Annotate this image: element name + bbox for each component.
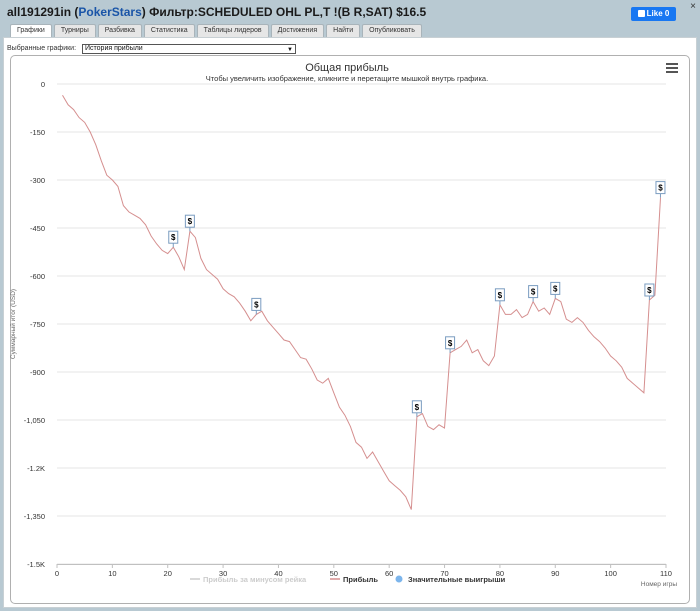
filter-text: ) Фильтр:SCHEDULED OHL PL,T !(B R,SAT) $…	[141, 5, 427, 19]
chart-title: Общая прибыль	[305, 62, 389, 74]
tab-charts[interactable]: Графики	[10, 24, 52, 37]
tab-tournaments[interactable]: Турниры	[53, 24, 96, 37]
marker-label: $	[553, 284, 558, 293]
tab-achievements[interactable]: Достижения	[270, 24, 325, 37]
y-tick-label: -150	[30, 128, 45, 137]
facebook-like-icon	[637, 10, 645, 17]
tab-breakdown[interactable]: Разбивка	[97, 24, 142, 37]
marker-label: $	[531, 288, 536, 297]
series-line-profit	[62, 94, 661, 510]
legend-label: Значительные выигрыши	[408, 575, 506, 584]
hamburger-icon[interactable]	[666, 63, 678, 73]
marker-label: $	[171, 233, 176, 242]
tab-find[interactable]: Найти	[326, 24, 361, 37]
y-tick-label: -450	[30, 224, 45, 233]
marker-label: $	[647, 286, 652, 295]
chart-grid	[57, 83, 666, 565]
dollar-flag-icon[interactable]: $	[168, 230, 179, 248]
chart-selector[interactable]: История прибыли ▼	[82, 44, 296, 54]
legend-label: Прибыль	[343, 575, 378, 584]
y-tick-label: -1.2K	[27, 464, 45, 473]
player-name: all191291in	[7, 5, 72, 19]
chart-subtitle: Чтобы увеличить изображение, кликните и …	[206, 74, 488, 83]
y-axis-ticks: 0 -150 -300 -450 -600 -750 -900 -1,050 -1.2K -1,3…	[24, 80, 45, 569]
marker-label: $	[188, 217, 193, 226]
close-icon[interactable]: ×	[690, 1, 696, 12]
x-tick-label: 20	[164, 569, 172, 578]
chart-selector-label: Выбранные графики:	[7, 45, 77, 52]
dollar-flag-icon[interactable]: $	[550, 281, 561, 299]
dollar-flag-icon[interactable]: $	[184, 214, 195, 232]
x-tick-label: 40	[274, 569, 282, 578]
title-bar: all191291in (PokerStars) Фильтр:SCHEDULE…	[0, 0, 700, 24]
x-tick-label: 60	[385, 569, 393, 578]
y-tick-label: -1,350	[24, 512, 45, 521]
legend-label: Прибыль за минусом рейка	[203, 575, 307, 584]
tab-publish[interactable]: Опубликовать	[362, 24, 422, 37]
tab-leaderboards[interactable]: Таблицы лидеров	[196, 24, 269, 37]
page-title: all191291in (PokerStars) Фильтр:SCHEDULE…	[7, 5, 426, 19]
chart-selector-value: История прибыли	[85, 45, 143, 52]
legend-symbol	[395, 575, 403, 583]
y-tick-label: -300	[30, 176, 45, 185]
marker-label: $	[498, 291, 503, 300]
legend-item[interactable]: Значительные выигрыши	[395, 575, 506, 584]
dollar-flag-icon[interactable]: $	[445, 336, 456, 353]
marker-label: $	[254, 300, 259, 309]
y-axis-label: Суммарный итог (USD)	[9, 289, 17, 359]
legend-item[interactable]: Прибыль за минусом рейка	[190, 575, 307, 584]
big-win-markers: $ $ $ $ $ $ $ $ $ $	[168, 181, 666, 417]
y-tick-label: -1.5K	[27, 560, 45, 569]
marker-label: $	[658, 184, 663, 193]
legend-item[interactable]: Прибыль	[330, 575, 378, 584]
dollar-flag-icon[interactable]: $	[251, 297, 262, 315]
legend: Прибыль за минусом рейка Прибыль Значитель…	[190, 575, 506, 584]
x-tick-label: 80	[496, 569, 504, 578]
dollar-flag-icon[interactable]: $	[528, 285, 539, 302]
x-tick-label: 90	[551, 569, 559, 578]
marker-label: $	[415, 403, 420, 412]
tab-statistics[interactable]: Статистика	[143, 24, 195, 37]
y-tick-label: -1,050	[24, 416, 45, 425]
site-link[interactable]: PokerStars	[78, 5, 142, 19]
dollar-flag-icon[interactable]: $	[411, 400, 422, 417]
y-tick-label: -900	[30, 368, 45, 377]
y-tick-label: 0	[41, 80, 45, 89]
x-tick-label: 110	[660, 569, 672, 578]
x-tick-label: 10	[108, 569, 116, 578]
dollar-flag-icon[interactable]: $	[655, 181, 666, 198]
facebook-like-button[interactable]: Like 0	[631, 7, 676, 21]
x-tick-label: 70	[440, 569, 448, 578]
x-axis-ticks: 0 10 20 30 40 50 60 70 80 90 100 110	[55, 564, 672, 578]
marker-label: $	[448, 339, 453, 348]
title-paren: (	[71, 5, 79, 19]
y-tick-label: -750	[30, 320, 45, 329]
x-tick-label: 30	[219, 569, 227, 578]
dollar-flag-icon[interactable]: $	[644, 283, 655, 300]
x-axis-label: Номер игры	[641, 581, 677, 588]
dollar-flag-icon[interactable]: $	[494, 288, 505, 305]
y-tick-label: -600	[30, 272, 45, 281]
tab-bar: Графики Турниры Разбивка Статистика Таблицы …	[10, 24, 424, 37]
chevron-down-icon: ▼	[287, 47, 293, 53]
chart-container	[10, 55, 690, 604]
like-label: Like 0	[646, 9, 670, 18]
x-tick-label: 50	[330, 569, 338, 578]
x-tick-label: 100	[604, 569, 617, 578]
x-tick-label: 0	[55, 569, 59, 578]
